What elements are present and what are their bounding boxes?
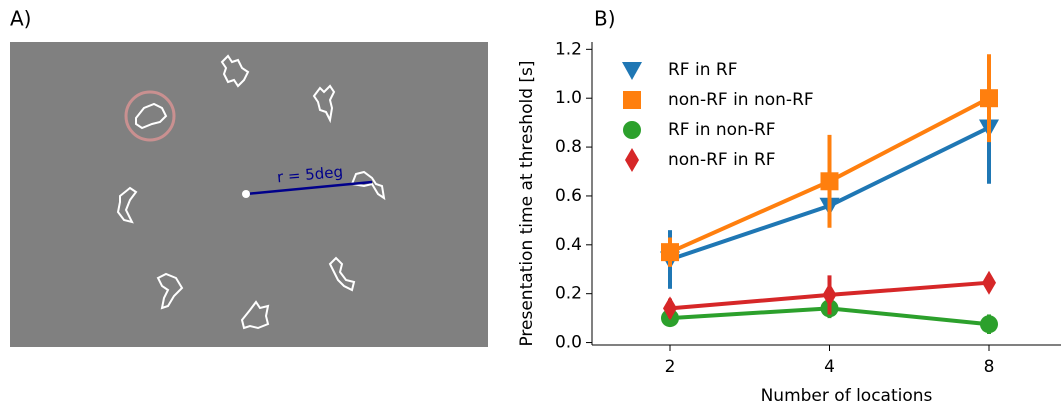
data-point [820,172,839,191]
y-tick-label: 0.0 [555,333,582,353]
legend-marker [622,62,642,80]
legend-label: non-RF in RF [668,150,776,170]
legend-label: RF in RF [668,60,738,80]
shapes [116,54,386,330]
legend-marker [623,121,641,139]
x-tick-label: 4 [824,357,835,377]
rf-circle [124,90,176,142]
panel-label: A) [10,7,31,31]
y-tick-label: 0.4 [555,235,582,255]
data-point [980,89,998,108]
y-tick-label: 1.2 [555,39,582,59]
y-axis-label: Presentation time at threshold [s] [517,60,537,346]
panel-label: B) [594,7,616,31]
radius-line [245,180,373,196]
legend-marker [625,148,639,172]
stimulus: r = 5deg [10,42,488,347]
fixation-dot [242,190,250,198]
data-point [980,315,998,334]
x-tick-label: 8 [984,357,995,377]
data-point [663,296,677,321]
data-point [982,270,996,295]
y-tick-label: 0.2 [555,284,582,304]
y-tick-label: 1.0 [555,88,582,108]
y-tick-label: 0.6 [555,186,582,206]
legend-label: RF in non-RF [668,120,776,140]
x-tick-label: 2 [665,357,676,377]
data-point [661,243,679,262]
annotation: r = 5deg [276,163,343,187]
y-tick-label: 0.8 [555,137,582,157]
x-axis-label: Number of locations [761,386,933,406]
chart: 0.0 0.2 0.4 0.6 0.8 1.0 1.2 2 4 8 Number of locati… [517,39,1061,406]
data-point [822,282,837,307]
legend-label: non-RF in non-RF [668,90,814,110]
legend-marker [623,91,641,109]
